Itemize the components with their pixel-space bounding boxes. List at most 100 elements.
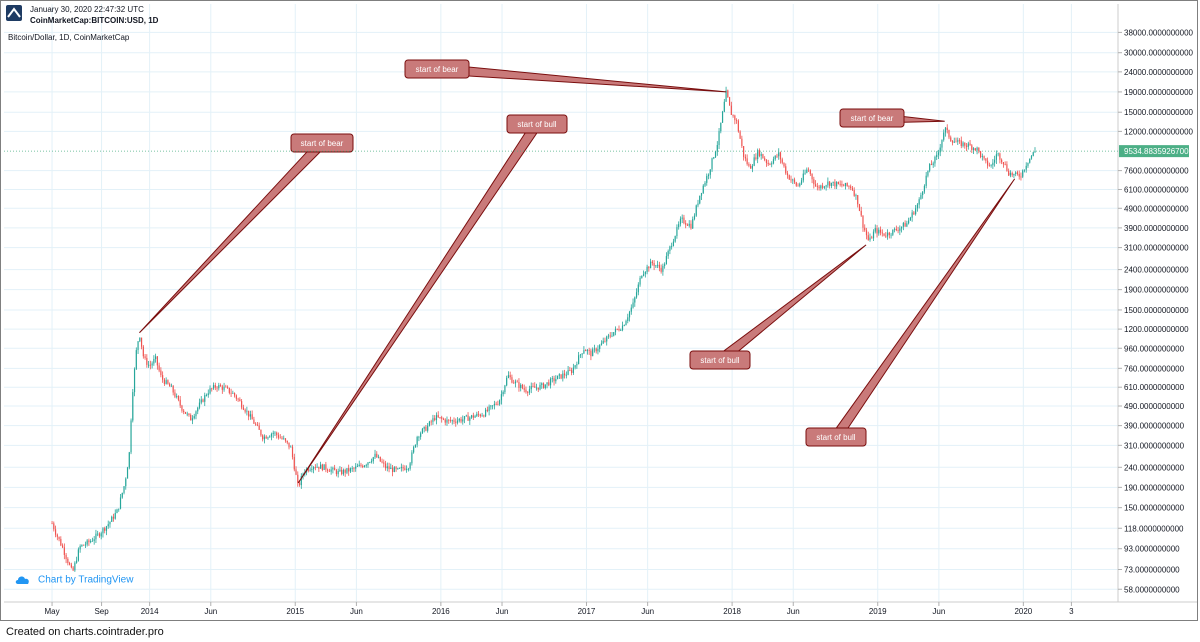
candle-body <box>453 420 455 422</box>
candle-body <box>825 185 827 187</box>
candle-body <box>297 474 299 483</box>
candle-body <box>739 131 741 139</box>
candle-body <box>149 364 151 366</box>
candle-body <box>869 237 871 241</box>
candle-body <box>730 105 732 115</box>
candle-body <box>353 468 355 470</box>
candle-body <box>865 230 868 236</box>
candle-body <box>793 179 796 183</box>
candlestick-series <box>51 86 1036 572</box>
candle-body <box>332 467 334 470</box>
y-tick-label: 190.0000000000 <box>1124 483 1185 492</box>
candle-body <box>788 175 790 180</box>
candle-body <box>451 420 453 422</box>
candle-body <box>1006 164 1008 171</box>
candle-body <box>377 456 380 458</box>
candle-body <box>702 185 704 194</box>
tradingview-credit-link[interactable]: Chart by TradingView <box>14 574 133 586</box>
candle-body <box>72 567 74 571</box>
candle-body <box>544 384 546 389</box>
candle-body <box>1020 176 1022 178</box>
candle-body <box>748 164 750 166</box>
y-tick-label: 610.0000000000 <box>1124 383 1185 392</box>
symbol-label: CoinMarketCap:BITCOIN:USD, 1D <box>30 16 159 25</box>
candle-body <box>244 409 246 412</box>
candle-body <box>765 160 768 163</box>
candle-body <box>895 228 897 231</box>
candle-body <box>546 382 548 385</box>
y-tick-label: 93.0000000000 <box>1124 545 1180 554</box>
candle-body <box>318 466 320 469</box>
candle-body <box>930 164 933 165</box>
candle-body <box>804 172 806 174</box>
candle-body <box>53 523 55 530</box>
candle-body <box>323 464 325 470</box>
candle-body <box>362 465 364 468</box>
candle-body <box>714 151 717 158</box>
candle-body <box>539 384 541 390</box>
candle-body <box>162 375 164 380</box>
candle-body <box>602 340 604 344</box>
candle-body <box>335 470 338 475</box>
y-tick-label: 38000.0000000000 <box>1124 28 1194 37</box>
candle-body <box>906 223 908 227</box>
candle-body <box>678 224 680 228</box>
candle-body <box>102 528 104 534</box>
candle-body <box>341 469 343 475</box>
candle-body <box>211 388 213 390</box>
candle-body <box>556 375 559 380</box>
candle-body <box>579 354 581 356</box>
candle-body <box>242 407 244 410</box>
candle-body <box>562 373 564 379</box>
candle-body <box>814 184 817 187</box>
credit-text: Chart by TradingView <box>38 574 134 586</box>
x-tick-label: Sep <box>94 607 109 616</box>
candle-body <box>772 159 775 164</box>
candle-body <box>902 222 904 227</box>
candle-body <box>235 395 237 399</box>
candle-body <box>813 179 815 185</box>
candle-body <box>999 153 1001 160</box>
candle-body <box>955 141 957 143</box>
candle-body <box>806 169 808 173</box>
callout-pointer <box>831 178 1016 441</box>
candle-body <box>802 173 804 181</box>
candle-body <box>818 186 820 189</box>
candle-body <box>760 154 762 156</box>
candle-body <box>370 461 373 463</box>
candle-body <box>890 234 892 236</box>
candle-body <box>548 382 550 386</box>
candle-body <box>147 364 150 366</box>
candle-body <box>923 185 926 192</box>
candle-body <box>511 377 513 383</box>
candle-body <box>586 350 589 352</box>
candle-body <box>251 414 253 420</box>
candle-body <box>488 406 490 412</box>
candle-body <box>571 370 573 373</box>
candle-body <box>179 399 181 406</box>
x-tick-label: May <box>44 607 59 616</box>
candle-body <box>736 120 738 121</box>
candle-body <box>198 402 201 408</box>
candle-body <box>1001 159 1003 163</box>
candle-body <box>430 421 432 423</box>
candle-body <box>202 399 204 402</box>
tradingview-logo <box>6 5 22 21</box>
candle-body <box>497 404 499 406</box>
candle-body <box>565 374 567 376</box>
candle-body <box>567 370 569 375</box>
candle-body <box>900 226 903 229</box>
candle-body <box>848 185 850 187</box>
candle-body <box>655 265 657 267</box>
candle-body <box>621 325 624 331</box>
candle-body <box>929 164 931 171</box>
callout-label: start of bear <box>851 114 894 123</box>
candle-body <box>421 428 424 434</box>
candle-body <box>197 407 199 412</box>
candle-body <box>909 217 911 221</box>
candle-body <box>671 246 673 247</box>
candle-body <box>320 464 322 469</box>
candle-body <box>274 432 276 434</box>
candle-body <box>997 153 999 155</box>
